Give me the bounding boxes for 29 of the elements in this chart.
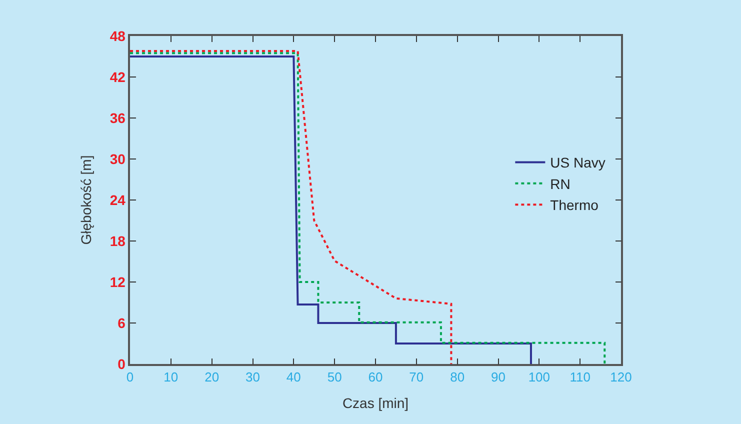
y-tick-label: 42	[110, 68, 126, 85]
y-tick-label: 36	[110, 110, 126, 126]
x-tick-label: 70	[409, 369, 424, 384]
line-series	[130, 56, 532, 364]
x-tick-label: 20	[204, 369, 220, 384]
y-tick-label: 12	[110, 274, 126, 290]
y-tick-label: 18	[110, 232, 126, 249]
y-tick-label: 30	[110, 150, 126, 167]
x-tick-label: 110	[570, 369, 590, 384]
x-tick-label: 30	[246, 369, 260, 384]
y-tick-label: 6	[118, 314, 126, 331]
x-tick-label: 40	[286, 369, 301, 384]
x-tick-label: 60	[368, 369, 383, 384]
x-tick-label: 120	[610, 369, 632, 384]
legend-label: US Navy	[550, 154, 606, 171]
x-tick-label: 90	[491, 369, 506, 384]
x-tick-label: 10	[164, 369, 178, 384]
line-series	[130, 52, 606, 364]
legend-label: RN	[550, 176, 570, 192]
x-tick-label: 100	[528, 369, 550, 384]
x-tick-label: 80	[450, 369, 465, 384]
y-tick-label: 0	[118, 356, 126, 372]
x-tick-label: 50	[327, 369, 342, 384]
legend-label: Thermo	[550, 197, 599, 214]
line-series	[130, 50, 452, 364]
y-tick-label: 48	[110, 28, 126, 44]
x-axis-title: Czas [min]	[342, 395, 409, 412]
y-axis-title: Głębokość [m]	[78, 155, 94, 245]
y-tick-label: 24	[110, 192, 126, 208]
